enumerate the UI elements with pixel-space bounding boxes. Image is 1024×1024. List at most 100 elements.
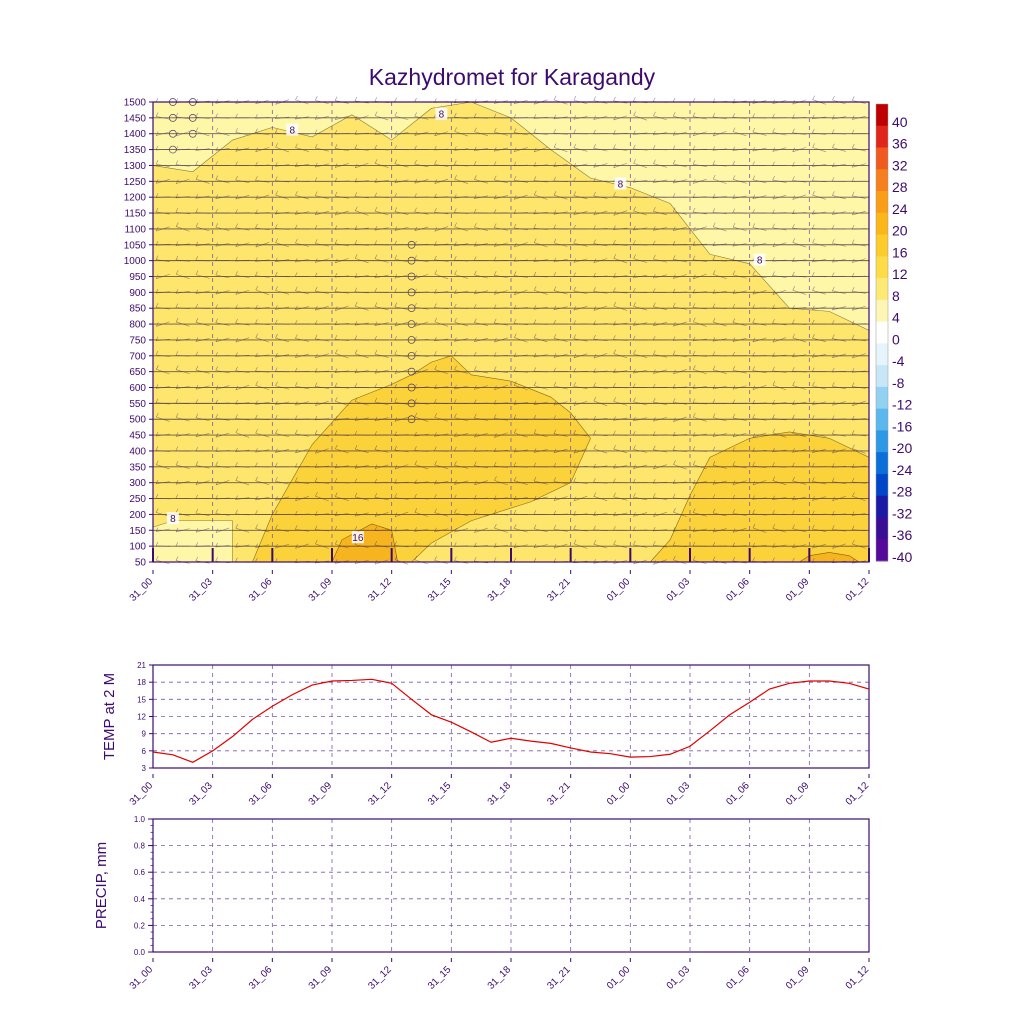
wind-barb [792,354,807,358]
cross-section-x-tick-label: 01_03 [665,576,693,604]
wind-barb-flag [394,159,398,164]
temp-series-line [152,678,870,763]
y-tick-label: 400 [129,446,146,457]
wind-barb [812,242,827,248]
wind-barb [414,116,429,120]
wind-barb [454,545,469,547]
y-tick-label: 100 [129,542,146,553]
wind-barb-flag [354,511,358,517]
wind-barb-flag [752,542,755,548]
wind-barb-flag [732,337,736,342]
wind-barb [315,195,329,199]
wind-barb [553,116,568,120]
wind-barb-flag [175,460,179,466]
wind-barb-flag [255,304,258,310]
wind-barb [593,323,608,326]
wind-barb-flag [792,319,795,324]
wind-barb-flag [851,287,855,292]
wind-barb-flag [772,462,775,467]
wind-barb-flag [454,399,457,404]
temp-y-tick-label: 15 [137,695,146,704]
wind-barb [792,432,807,438]
wind-barb [215,513,230,516]
wind-barb-flag [175,255,179,261]
wind-barb [235,212,250,214]
wind-barb-flag [633,335,636,340]
wind-barb [235,449,250,453]
wind-barb [533,306,548,310]
wind-barb-flag [155,398,159,403]
wind-barb [673,416,687,422]
colorbar-swatch [876,256,888,279]
wind-barb-flag [752,99,756,104]
wind-barb [215,322,230,326]
colorbar-label: -12 [892,397,912,413]
wind-barb [474,385,488,390]
wind-barb-flag [454,194,457,199]
wind-barb-flag [553,448,557,453]
wind-barb [653,306,668,311]
wind-barb-flag [672,302,676,308]
wind-barb [275,116,290,119]
wind-barb-flag [553,162,557,167]
wind-barb [692,307,707,310]
wind-barb [275,528,290,532]
wind-barb [414,416,429,422]
wind-barb [832,543,846,549]
wind-barb [295,385,310,390]
wind-barb-flag [235,495,238,500]
wind-barb [653,132,668,136]
wind-barb [673,211,687,215]
wind-barb [334,133,349,135]
wind-barb-flag [314,415,318,421]
wind-barb [374,322,389,326]
wind-barb-flag [752,304,755,309]
wind-barb [374,401,389,406]
wind-barb-flag [692,556,696,561]
wind-barb-flag [831,477,835,482]
wind-barb [593,243,608,247]
wind-barb-flag [374,369,378,374]
wind-barb [573,543,588,549]
wind-barb [533,323,548,325]
wind-barb-flag [573,382,576,387]
wind-barb-flag [772,147,776,152]
wind-barb [175,196,190,199]
wind-barb-flag [732,304,735,309]
wind-barb [514,132,528,136]
wind-barb [334,243,349,247]
wind-barb [673,528,688,532]
wind-barb [514,242,528,248]
wind-barb [712,148,727,151]
wind-barb-flag [434,384,437,389]
wind-barb [514,528,528,533]
wind-barb-flag [613,96,616,101]
wind-barb-flag [195,337,199,342]
wind-barb [454,243,469,247]
wind-barb-flag [175,413,179,418]
wind-barb [315,275,330,278]
wind-barb [613,465,628,469]
wind-barb-flag [712,432,716,437]
wind-barb [752,147,767,152]
precip-y-tick-label: 0.8 [134,842,146,851]
wind-barb-flag [155,432,159,437]
wind-barb [573,163,588,168]
wind-barb-flag [334,511,338,516]
wind-barb-flag [473,113,477,118]
wind-barb [474,450,489,452]
wind-barb [354,291,369,294]
contour-label-bg [166,512,179,525]
precip-y-axis-label: PRECIP, mm [93,842,110,929]
wind-barb-flag [295,143,298,148]
colorbar-label: 40 [892,114,908,130]
wind-barb-flag [692,527,696,532]
wind-barb [752,385,767,390]
wind-barb-flag [493,557,497,562]
wind-barb-flag [712,527,716,533]
wind-barb [514,496,528,501]
temp-x-tick-label: 31_15 [426,780,454,808]
wind-barb [852,465,867,469]
wind-barb-flag [851,129,855,134]
wind-barb [394,258,409,263]
